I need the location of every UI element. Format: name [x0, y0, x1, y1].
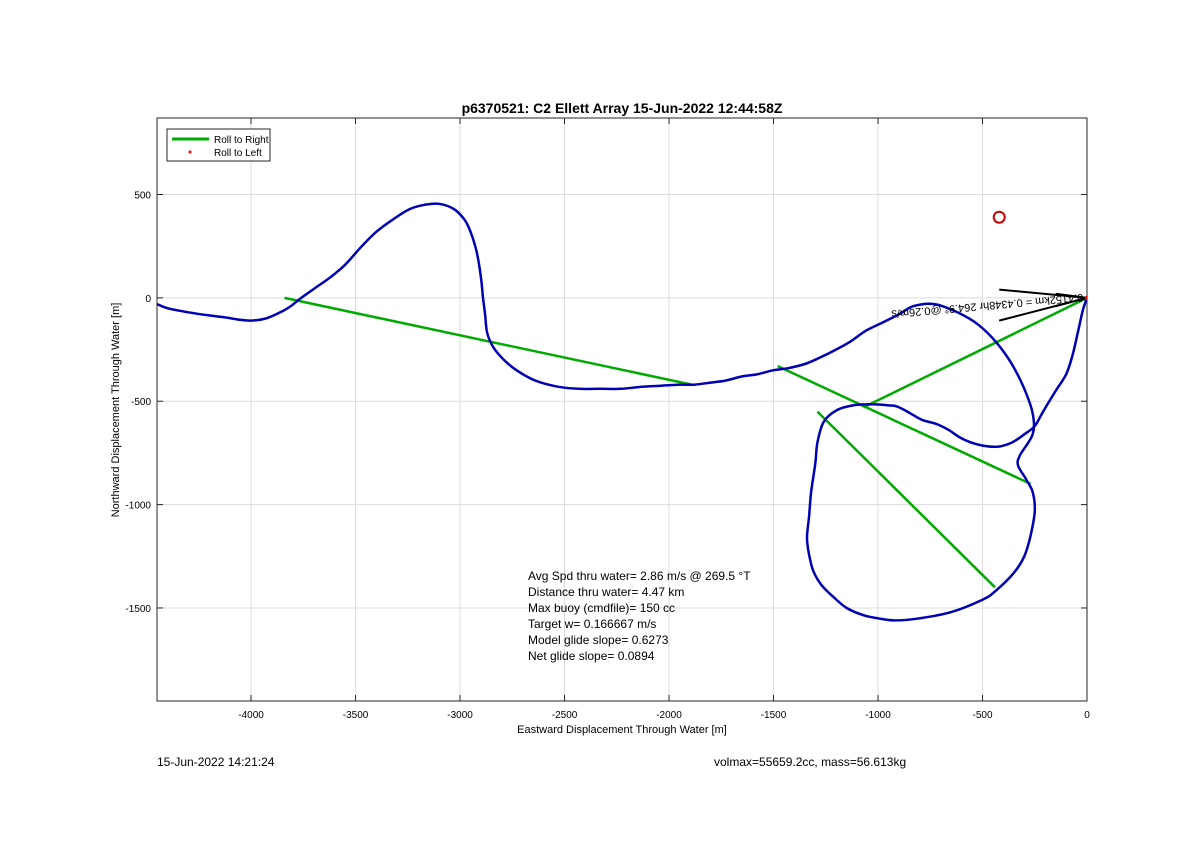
- plot-area-frame: [156, 117, 1088, 702]
- stat-distance: Distance thru water= 4.47 km: [528, 585, 684, 599]
- target-marker: [992, 210, 1006, 224]
- current-arrow-stroke: [1055, 296, 1087, 308]
- legend-label-roll-right: Roll to Right: [214, 135, 269, 146]
- stat-avg-speed: Avg Spd thru water= 2.86 m/s @ 269.5 °T: [528, 569, 751, 583]
- y-axis-label: Northward Displacement Through Water [m]: [110, 303, 122, 518]
- y-tick-label: -1000: [125, 501, 151, 512]
- stat-net-glide: Net glide slope= 0.0894: [528, 649, 655, 663]
- stats-annotation: Avg Spd thru water= 2.86 m/s @ 269.5 °T …: [528, 569, 751, 663]
- roll-right-segment: [284, 296, 693, 386]
- roll-right-segment: [777, 364, 1032, 486]
- roll-right-segment: [862, 296, 1087, 409]
- y-tick-label: -500: [131, 397, 151, 408]
- legend-swatch-roll-left: [188, 150, 192, 154]
- chart-title: p6370521: C2 Ellett Array 15-Jun-2022 12…: [462, 100, 783, 116]
- stat-max-buoy: Max buoy (cmdfile)= 150 cc: [528, 601, 675, 615]
- legend: Roll to Right Roll to Left: [166, 128, 271, 162]
- x-tick-label: -2500: [552, 710, 578, 721]
- x-tick-label: -2000: [656, 710, 682, 721]
- x-tick-label: -500: [972, 710, 992, 721]
- stat-model-glide: Model glide slope= 0.6273: [528, 633, 669, 647]
- legend-label-roll-left: Roll to Left: [214, 148, 262, 159]
- x-tick-label: -1000: [865, 710, 891, 721]
- current-arrow: [998, 288, 1087, 322]
- current-arrow-stroke: [1055, 292, 1087, 299]
- legend-box: [166, 128, 271, 162]
- x-tick-label: -1500: [761, 710, 787, 721]
- y-tick-label: -1500: [125, 604, 151, 615]
- footer-timestamp: 15-Jun-2022 14:21:24: [157, 755, 275, 769]
- x-tick-label: -4000: [238, 710, 264, 721]
- stat-target-w: Target w= 0.166667 m/s: [528, 617, 656, 631]
- y-tick-label: 500: [134, 190, 151, 201]
- roll-right-segment: [816, 410, 996, 589]
- glider-track-line: [157, 202, 1087, 622]
- axis-ticks: -4000 -3500 -3000 -2500 -2000 -1500 -1000 -500 0…: [125, 118, 1090, 721]
- roll-left-point: [1084, 295, 1087, 301]
- y-tick-label: 0: [145, 294, 151, 305]
- x-axis-label: Eastward Displacement Through Water [m]: [517, 724, 727, 736]
- x-tick-label: 0: [1084, 710, 1090, 721]
- footer-volmax-mass: volmax=55659.2cc, mass=56.613kg: [714, 755, 907, 769]
- x-tick-label: -3000: [447, 710, 473, 721]
- x-tick-label: -3500: [343, 710, 369, 721]
